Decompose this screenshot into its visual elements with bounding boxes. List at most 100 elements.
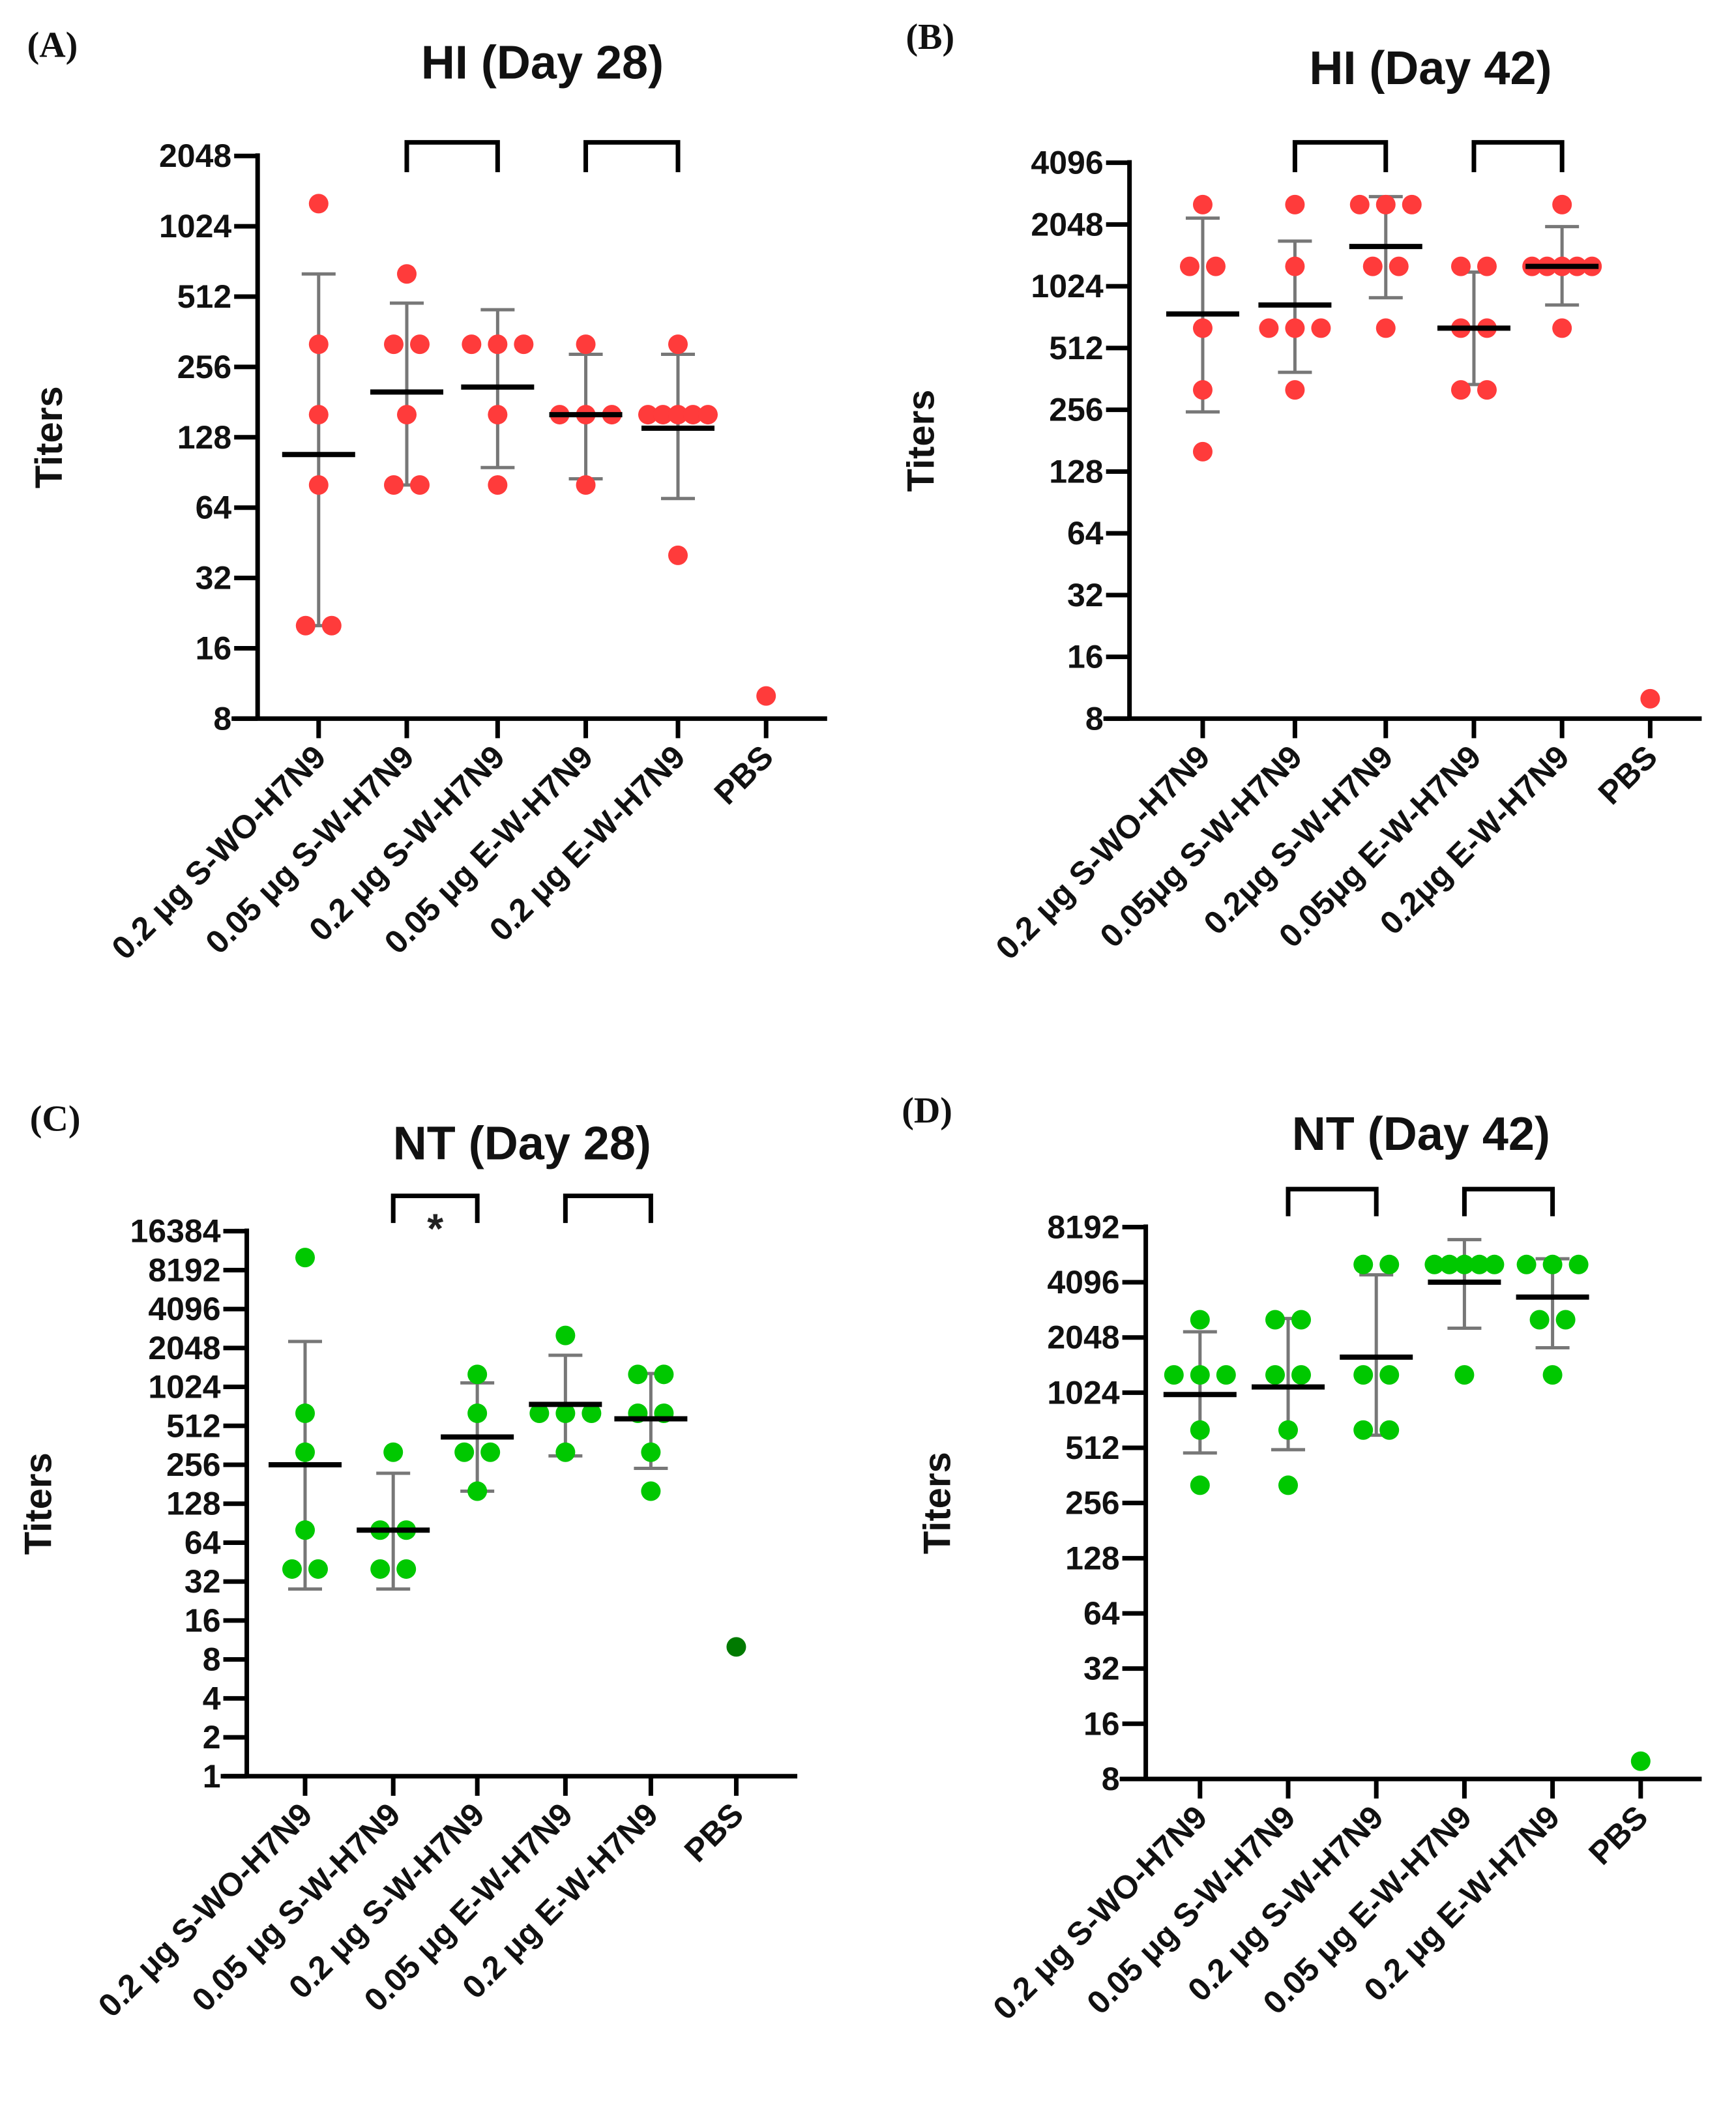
data-point xyxy=(1477,380,1497,400)
data-point xyxy=(641,1442,661,1462)
data-point xyxy=(1376,194,1396,214)
y-tick-label: 128 xyxy=(1065,1540,1119,1576)
y-tick-label: 16 xyxy=(196,630,232,667)
significance-label: * xyxy=(427,1205,443,1252)
chart-panel-d: (D) NT (Day 42) Titers 8 16 32 64 128 256 512 1024… xyxy=(902,1091,1702,2027)
data-point xyxy=(397,405,417,425)
y-tick-label: 2 xyxy=(203,1719,221,1756)
data-point xyxy=(1516,1254,1537,1274)
data-point xyxy=(384,475,404,495)
data-point xyxy=(321,615,342,636)
data-point xyxy=(1216,1365,1236,1385)
y-tick-label: 4096 xyxy=(1047,1264,1119,1300)
data-point xyxy=(576,475,596,495)
y-tick-label: 32 xyxy=(184,1563,221,1600)
data-point xyxy=(308,194,329,214)
y-tick-label: 128 xyxy=(177,419,231,456)
data-point xyxy=(1349,194,1370,214)
chart-panel-b: (B) HI (Day 42) Titers 8 16 32 64 128 256 512 1024… xyxy=(900,17,1702,967)
y-tick-label: 16 xyxy=(184,1602,221,1639)
panel-label: (B) xyxy=(905,17,954,57)
data-point xyxy=(410,475,430,495)
series-group xyxy=(1522,194,1602,338)
panel-label: (D) xyxy=(902,1091,952,1131)
data-point xyxy=(1542,1365,1563,1385)
data-point xyxy=(1192,380,1213,400)
y-tick-label: 256 xyxy=(177,349,231,385)
data-point xyxy=(1285,194,1305,214)
chart-title: HI (Day 28) xyxy=(421,37,664,89)
data-point xyxy=(1285,380,1305,400)
y-tick-label: 512 xyxy=(166,1407,220,1444)
x-tick-label: PBS xyxy=(677,1796,750,1869)
data-point xyxy=(529,1403,550,1424)
data-point xyxy=(488,405,508,425)
data-point xyxy=(1353,1365,1374,1385)
data-point xyxy=(1640,688,1660,709)
y-tick-label: 64 xyxy=(1067,515,1104,551)
y-axis-label: Titers xyxy=(900,390,943,492)
data-point xyxy=(1450,380,1471,400)
data-point xyxy=(576,334,596,355)
data-point xyxy=(555,1403,576,1424)
series-group xyxy=(357,1442,430,1591)
series-group xyxy=(370,264,443,495)
series-group xyxy=(1340,1254,1413,1440)
data-point xyxy=(641,1481,661,1501)
data-point xyxy=(1205,256,1226,276)
data-point xyxy=(1555,1310,1576,1330)
chart-title: NT (Day 28) xyxy=(393,1117,651,1169)
data-point xyxy=(668,405,688,425)
chart-panel-a: (A) HI (Day 28) Titers 8 16 32 64 128 256 512 1024… xyxy=(27,25,827,967)
data-point xyxy=(1389,256,1409,276)
series-group xyxy=(1424,1238,1505,1385)
data-point xyxy=(410,334,430,355)
data-point xyxy=(668,545,688,565)
y-tick-label: 2048 xyxy=(1047,1319,1119,1356)
significance-bracket xyxy=(1292,140,1389,173)
series-group xyxy=(529,1325,602,1462)
panel-label: (A) xyxy=(27,25,78,65)
data-point xyxy=(1190,1475,1210,1495)
data-point xyxy=(1164,1365,1184,1385)
data-point xyxy=(1376,318,1396,338)
data-point xyxy=(654,1364,674,1385)
y-tick-label: 2048 xyxy=(1031,206,1103,242)
y-tick-label: 256 xyxy=(166,1447,220,1483)
data-point xyxy=(462,334,482,355)
data-point xyxy=(1285,256,1305,276)
data-point xyxy=(396,1559,417,1579)
y-tick-label: 2048 xyxy=(148,1330,220,1366)
data-point xyxy=(383,1442,404,1462)
data-point xyxy=(295,1248,315,1268)
y-tick-label: 1024 xyxy=(1047,1374,1119,1411)
data-point xyxy=(454,1442,475,1462)
y-tick-label: 256 xyxy=(1065,1485,1119,1521)
y-tick-label: 2048 xyxy=(159,138,231,174)
significance-bracket xyxy=(1462,1186,1555,1216)
y-tick-label: 8 xyxy=(213,700,231,737)
series-group xyxy=(726,1637,746,1657)
significance-bracket xyxy=(563,1194,653,1224)
data-point xyxy=(295,1403,315,1424)
data-point xyxy=(1552,318,1572,338)
data-point xyxy=(1552,194,1572,214)
data-point xyxy=(1353,1254,1374,1274)
y-tick-label: 1 xyxy=(203,1758,221,1795)
data-point xyxy=(1484,1254,1505,1274)
data-point xyxy=(384,334,404,355)
significance-bracket xyxy=(390,1194,480,1224)
data-point xyxy=(1265,1310,1285,1330)
data-point xyxy=(1179,256,1199,276)
data-point xyxy=(308,334,329,355)
y-tick-label: 128 xyxy=(1049,453,1103,490)
data-point xyxy=(308,475,329,495)
data-point xyxy=(1278,1420,1298,1440)
y-axis-label: Titers xyxy=(917,1452,959,1554)
data-point xyxy=(1450,256,1471,276)
y-tick-label: 32 xyxy=(1067,577,1104,613)
data-point xyxy=(397,264,417,284)
y-tick-label: 8 xyxy=(203,1641,221,1678)
data-point xyxy=(1542,1254,1563,1274)
y-tick-label: 32 xyxy=(196,560,232,596)
